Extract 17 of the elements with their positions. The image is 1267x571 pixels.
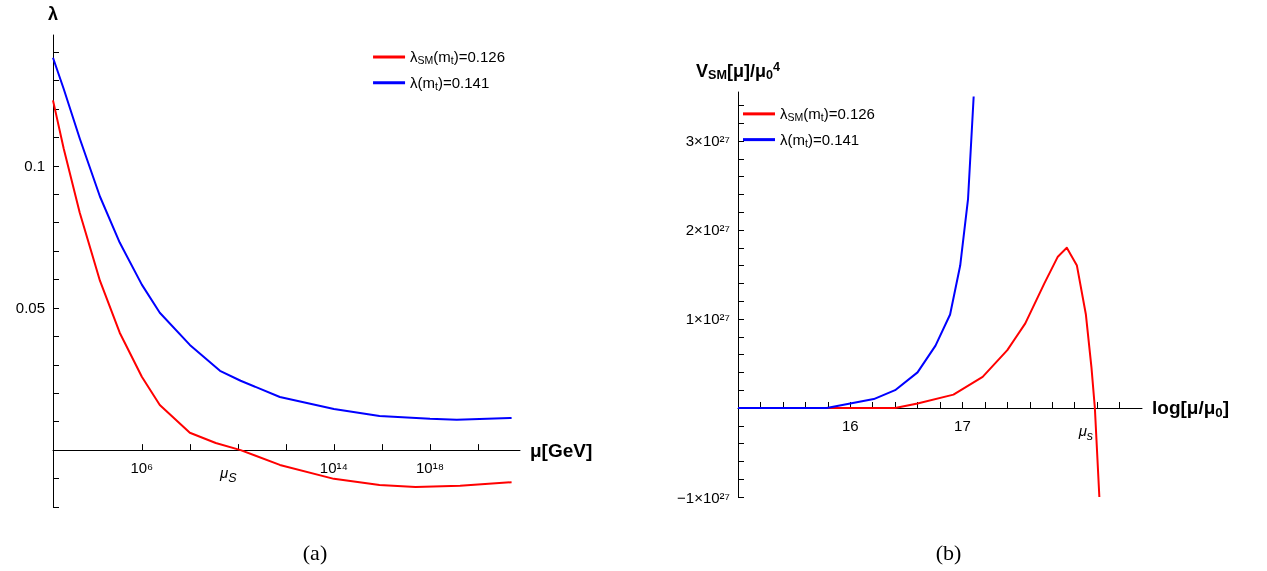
annotation: μ$_{s}$ [1078, 421, 1094, 443]
x-tick-label: 10⁶ [130, 459, 154, 477]
x-tick-label: 10¹⁸ [415, 459, 444, 477]
x-tick-label: 16 [841, 416, 859, 434]
y-tick-label: 0.05 [15, 299, 45, 317]
text: (b) [935, 539, 962, 565]
x-tick-label: 10¹⁴ [319, 459, 348, 477]
x-axis-title: μ[GeV] [530, 439, 593, 461]
y-tick-label: 0.1 [24, 157, 45, 175]
y-tick-label: 1×10²⁷ [685, 310, 730, 328]
y-tick-label: −1×10²⁷ [677, 488, 730, 506]
text: (a) [302, 539, 328, 565]
x-tick-label: 17 [954, 416, 971, 434]
y-tick-label: 3×10²⁷ [685, 132, 730, 150]
y-axis-title: λ [47, 4, 59, 24]
y-tick-label: 2×10²⁷ [685, 221, 730, 239]
annotation: μ$_{S}$ [220, 464, 237, 486]
